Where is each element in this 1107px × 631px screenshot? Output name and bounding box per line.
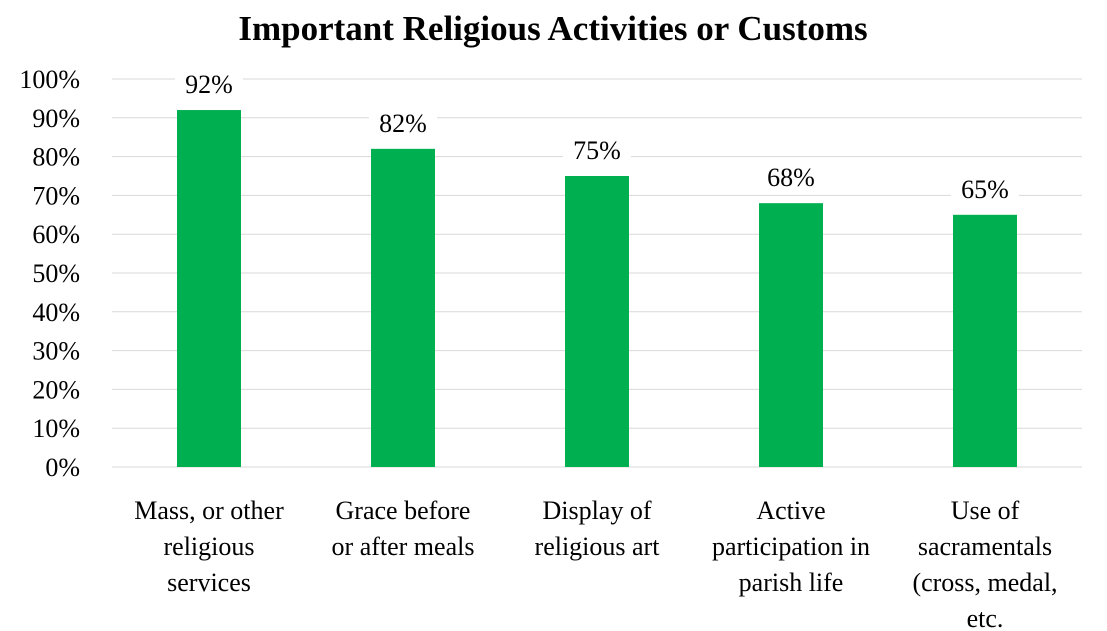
y-tick-label: 40% <box>32 298 80 327</box>
category-label: Grace before or after meals <box>332 496 475 561</box>
y-tick-label: 90% <box>32 104 80 133</box>
category-label-line: etc. <box>967 604 1004 631</box>
y-tick-label: 80% <box>32 143 80 172</box>
category-label-line: parish life <box>739 568 844 597</box>
chart-title: Important Religious Activities or Custom… <box>238 9 867 48</box>
y-tick-label: 60% <box>32 220 80 249</box>
y-tick-label: 10% <box>32 414 80 443</box>
data-label-background <box>563 134 631 166</box>
x-axis-category-labels: Mass, or other religious services Grace bef… <box>134 496 1057 631</box>
y-tick-label: 100% <box>19 65 80 94</box>
y-tick-label: 20% <box>32 375 80 404</box>
data-label-background <box>175 68 243 101</box>
y-tick-label: 50% <box>32 259 80 288</box>
category-label-line: Grace before <box>336 496 471 525</box>
category-label-line: Mass, or other <box>134 496 284 525</box>
category-label-line: Active <box>756 496 825 525</box>
category-label: Mass, or other religious services <box>134 496 284 597</box>
category-label-line: (cross, medal, <box>912 568 1057 597</box>
data-label: 92% <box>185 70 233 99</box>
category-label-line: participation in <box>712 532 870 561</box>
data-label: 82% <box>379 109 427 138</box>
bars <box>177 110 1017 467</box>
y-tick-label: 30% <box>32 337 80 366</box>
data-label: 75% <box>573 136 621 165</box>
y-tick-label: 70% <box>32 181 80 210</box>
category-label-line: sacramentals <box>918 532 1052 561</box>
y-tick-label: 0% <box>45 453 80 482</box>
category-label-line: Display of <box>542 496 651 525</box>
y-axis-tick-labels: 0% 10% 20% 30% 40% 50% 60% 70% 80% 90% 100% <box>19 65 80 482</box>
bar <box>953 214 1017 467</box>
category-label: Active participation in parish life <box>712 496 870 597</box>
category-label-line: or after meals <box>332 532 475 561</box>
category-label-line: Use of <box>951 496 1020 525</box>
category-label-line: services <box>167 568 251 597</box>
bar <box>371 148 435 467</box>
category-label: Display of religious art <box>535 496 661 561</box>
data-label-background <box>951 172 1019 205</box>
category-label-line: religious <box>164 532 255 561</box>
data-label-background <box>369 106 437 139</box>
bar <box>177 110 241 467</box>
data-label-background <box>757 161 825 194</box>
bar <box>759 203 823 467</box>
category-label-line: religious art <box>535 532 661 561</box>
data-labels: 92% 82% 75% 68% 65% <box>175 68 1019 205</box>
data-label: 68% <box>767 163 815 192</box>
category-label: Use of sacramentals (cross, medal, etc. <box>912 496 1057 631</box>
data-label: 65% <box>961 175 1009 204</box>
bar <box>565 176 629 467</box>
